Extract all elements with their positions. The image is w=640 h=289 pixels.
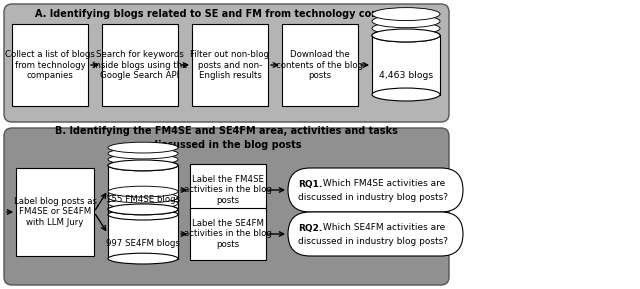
Bar <box>16 168 94 256</box>
Text: Download the
contents of the blog
posts: Download the contents of the blog posts <box>276 50 364 80</box>
Ellipse shape <box>108 192 178 203</box>
Ellipse shape <box>108 198 178 209</box>
Ellipse shape <box>108 160 178 171</box>
Text: Which FM4SE activities are: Which FM4SE activities are <box>320 179 445 188</box>
Ellipse shape <box>108 204 178 215</box>
Text: RQ1.: RQ1. <box>298 179 323 188</box>
Bar <box>372 36 440 95</box>
Bar <box>108 210 178 259</box>
Bar <box>108 165 178 215</box>
Ellipse shape <box>372 88 440 101</box>
FancyBboxPatch shape <box>4 128 449 285</box>
Bar <box>282 24 358 106</box>
FancyBboxPatch shape <box>4 4 449 122</box>
Ellipse shape <box>372 29 440 42</box>
Ellipse shape <box>108 209 178 220</box>
Text: A. Identifying blogs related to SE and FM from technology companies: A. Identifying blogs related to SE and F… <box>35 9 418 19</box>
FancyBboxPatch shape <box>288 212 463 256</box>
Ellipse shape <box>108 253 178 264</box>
Text: 155 FM4SE blogs: 155 FM4SE blogs <box>106 195 180 205</box>
Text: Filter out non-blog
posts and non-
English results: Filter out non-blog posts and non- Engli… <box>191 50 269 80</box>
Ellipse shape <box>108 160 178 171</box>
Bar <box>190 208 266 260</box>
Bar <box>192 24 268 106</box>
Text: 4,463 blogs: 4,463 blogs <box>379 71 433 79</box>
Text: Label the SE4FM
activities in the blog
posts: Label the SE4FM activities in the blog p… <box>184 219 272 249</box>
Text: B. Identifying the FM4SE and SE4FM area, activities and tasks
discussed in the b: B. Identifying the FM4SE and SE4FM area,… <box>55 126 398 150</box>
Ellipse shape <box>108 204 178 215</box>
Text: discussed in industry blog posts?: discussed in industry blog posts? <box>298 192 448 201</box>
Ellipse shape <box>108 154 178 165</box>
Ellipse shape <box>372 15 440 28</box>
Ellipse shape <box>372 29 440 42</box>
Text: Search for keywords
inside blogs using the
Google Search API: Search for keywords inside blogs using t… <box>93 50 188 80</box>
Ellipse shape <box>108 186 178 197</box>
Text: Label the FM4SE
activities in the blog
posts: Label the FM4SE activities in the blog p… <box>184 175 272 205</box>
Text: 997 SE4FM blogs: 997 SE4FM blogs <box>106 240 180 249</box>
Text: RQ2.: RQ2. <box>298 223 323 232</box>
Ellipse shape <box>372 8 440 21</box>
Bar <box>102 24 178 106</box>
Ellipse shape <box>372 22 440 35</box>
Text: Collect a list of blogs
from technology
companies: Collect a list of blogs from technology … <box>5 50 95 80</box>
Text: Which SE4FM activities are: Which SE4FM activities are <box>320 223 445 232</box>
Text: discussed in industry blog posts?: discussed in industry blog posts? <box>298 236 448 245</box>
Bar <box>12 24 88 106</box>
Bar <box>190 164 266 216</box>
Ellipse shape <box>108 142 178 153</box>
FancyBboxPatch shape <box>288 168 463 212</box>
Ellipse shape <box>108 148 178 159</box>
Text: Label blog posts as
FM4SE or SE4FM
with LLM Jury: Label blog posts as FM4SE or SE4FM with … <box>13 197 97 227</box>
